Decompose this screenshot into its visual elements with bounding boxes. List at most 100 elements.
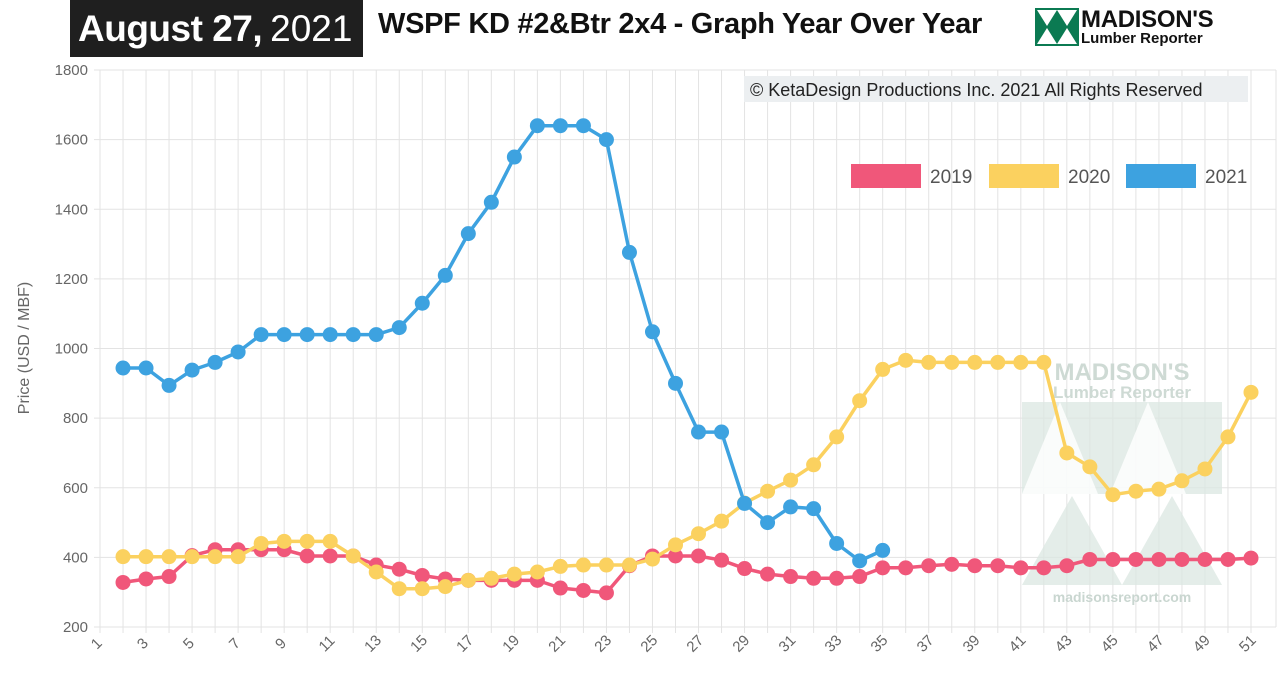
data-point-2021 [414, 295, 430, 311]
data-point-2020 [483, 570, 499, 586]
data-point-2019 [1151, 551, 1167, 567]
data-point-2020 [1243, 384, 1259, 400]
y-tick-label: 1400 [55, 201, 88, 218]
data-point-2019 [115, 574, 131, 590]
data-point-2020 [207, 549, 223, 565]
data-point-2019 [552, 580, 568, 596]
data-point-2021 [115, 360, 131, 376]
copyright-text: © KetaDesign Productions Inc. 2021 All R… [750, 80, 1203, 100]
data-point-2020 [322, 533, 338, 549]
legend-label-2021: 2021 [1205, 167, 1247, 188]
data-point-2021 [161, 377, 177, 393]
data-point-2020 [1013, 354, 1029, 370]
x-tick-label: 45 [1098, 632, 1122, 656]
data-point-2021 [875, 542, 891, 558]
data-point-2020 [691, 526, 707, 542]
data-point-2021 [529, 118, 545, 134]
data-point-2020 [598, 557, 614, 573]
data-point-2019 [299, 548, 315, 564]
date-badge: August 27, 2021 [70, 0, 363, 57]
data-point-2021 [668, 375, 683, 391]
logo-subtitle: Lumber Reporter [1081, 30, 1203, 47]
data-point-2020 [990, 354, 1006, 370]
data-point-2020 [1151, 481, 1167, 497]
data-point-2020 [1174, 473, 1190, 489]
data-point-2020 [552, 558, 568, 574]
data-point-2019 [1174, 551, 1190, 567]
data-point-2019 [737, 561, 753, 577]
x-tick-label: 35 [868, 632, 892, 656]
data-point-2020 [138, 549, 154, 565]
data-point-2021 [391, 320, 407, 336]
data-point-2020 [529, 564, 545, 580]
y-tick-label: 600 [63, 480, 88, 497]
data-point-2019 [414, 567, 430, 583]
watermark-subtitle: Lumber Reporter [1053, 383, 1191, 402]
data-point-2019 [161, 569, 177, 585]
x-tick-label: 17 [453, 632, 477, 656]
legend: 2019 2020 2021 [851, 164, 1247, 188]
legend-label-2019: 2019 [930, 167, 972, 188]
data-point-2021 [506, 149, 522, 165]
data-point-2020 [1036, 354, 1052, 370]
x-tick-label: 39 [960, 632, 984, 656]
data-point-2020 [1220, 429, 1236, 445]
data-point-2019 [1082, 551, 1098, 567]
data-point-2020 [714, 513, 730, 529]
data-point-2021 [483, 194, 499, 210]
watermark-name: MADISON'S [1054, 359, 1189, 386]
data-point-2021 [253, 327, 269, 343]
data-point-2020 [184, 549, 200, 565]
x-tick-label: 29 [729, 632, 753, 656]
data-point-2019 [714, 552, 730, 568]
data-point-2021 [691, 424, 707, 440]
data-point-2021 [760, 515, 776, 531]
data-point-2020 [829, 429, 845, 445]
series-line-2021 [123, 123, 884, 563]
data-point-2020 [921, 354, 937, 370]
data-point-2019 [138, 571, 154, 587]
y-tick-label: 800 [63, 410, 88, 427]
series-layer [115, 118, 1259, 601]
data-point-2019 [1059, 558, 1075, 574]
data-point-2020 [783, 472, 799, 488]
data-point-2021 [737, 495, 753, 511]
watermark-triangle [1022, 496, 1122, 585]
watermark-url: madisonsreport.com [1053, 589, 1191, 605]
data-point-2021 [437, 267, 453, 283]
data-point-2020 [345, 548, 361, 564]
data-point-2020 [299, 533, 315, 549]
legend-label-2020: 2020 [1068, 167, 1110, 188]
x-tick-label: 51 [1236, 632, 1260, 656]
data-point-2020 [1128, 483, 1144, 499]
data-point-2021 [621, 244, 637, 260]
data-point-2021 [230, 344, 246, 360]
x-tick-label: 11 [315, 632, 338, 655]
data-point-2020 [230, 549, 246, 565]
data-point-2019 [1243, 550, 1259, 566]
legend-swatch-2021 [1126, 164, 1196, 188]
data-point-2019 [875, 560, 891, 576]
data-point-2020 [1082, 459, 1098, 475]
y-axis-label: Price (USD / MBF) [16, 282, 33, 414]
data-point-2020 [944, 354, 960, 370]
data-point-2019 [898, 560, 914, 576]
x-tick-label: 7 [226, 635, 244, 653]
data-point-2020 [1105, 487, 1121, 503]
data-point-2021 [783, 499, 799, 515]
x-tick-label: 21 [545, 632, 569, 656]
data-point-2019 [1105, 551, 1121, 567]
logo-mark-icon [1035, 8, 1079, 46]
data-point-2020 [575, 557, 591, 573]
logo-name: MADISON'S [1081, 6, 1214, 33]
legend-swatch-2020 [989, 164, 1059, 188]
watermark-triangle [1110, 402, 1186, 494]
data-point-2020 [1059, 445, 1075, 461]
data-point-2020 [391, 581, 407, 597]
data-point-2020 [806, 457, 822, 473]
x-tick-label: 31 [776, 632, 800, 656]
x-tick-label: 33 [822, 632, 846, 656]
data-point-2021 [598, 132, 614, 148]
data-point-2019 [760, 566, 776, 582]
data-point-2019 [921, 558, 937, 574]
